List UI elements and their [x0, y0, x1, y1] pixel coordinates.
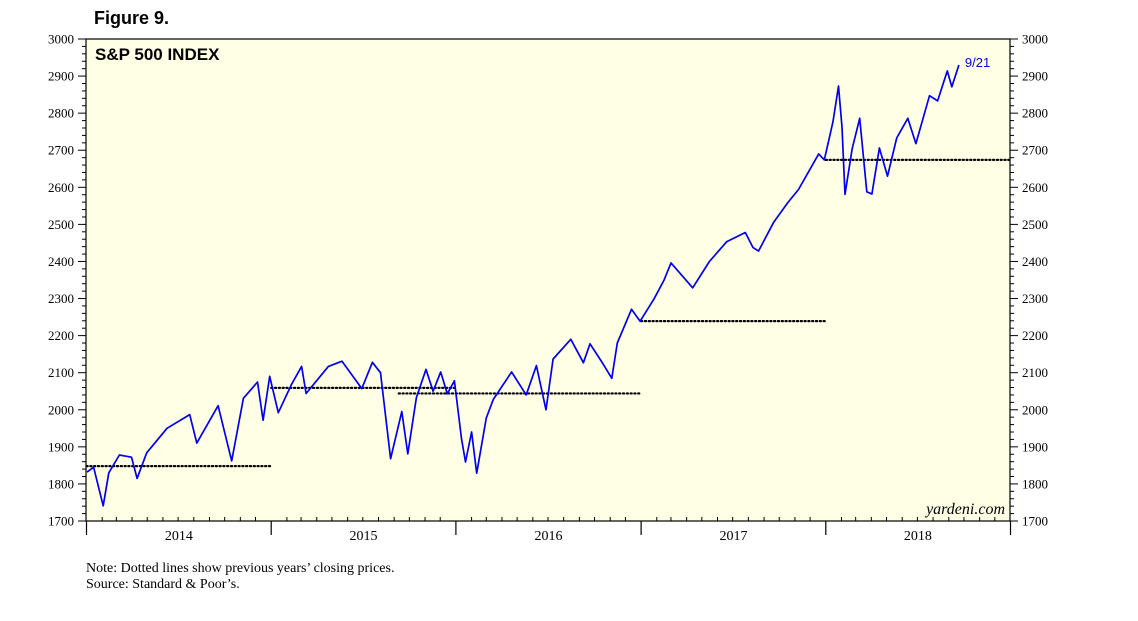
- y-tick-label: 2500: [1022, 217, 1048, 232]
- y-tick-label: 1900: [1022, 439, 1048, 454]
- y-tick-label: 2000: [1022, 402, 1048, 417]
- series-line: [86, 64, 960, 507]
- y-tick-label: 2200: [1022, 328, 1048, 343]
- source-text: Source: Standard & Poor’s.: [86, 577, 240, 592]
- y-tick-label: 2400: [48, 254, 74, 269]
- chart-title: S&P 500 INDEX: [95, 45, 220, 64]
- y-tick-label: 2800: [1022, 106, 1048, 121]
- y-tick-label: 2500: [48, 217, 74, 232]
- x-year-label: 2017: [719, 529, 747, 544]
- note-text: Note: Dotted lines show previous years’ …: [86, 561, 395, 576]
- y-tick-label: 2100: [48, 365, 74, 380]
- y-tick-label: 2300: [1022, 291, 1048, 306]
- x-year-label: 2018: [904, 529, 932, 544]
- reference-lines: [85, 158, 1012, 468]
- y-tick-label: 3000: [48, 32, 74, 47]
- y-tick-label: 2700: [1022, 143, 1048, 158]
- right-y-axis: 1700 1800 1900 2000 2100 2200 2300 2400 2500 2600…: [1010, 32, 1048, 529]
- y-tick-label: 2700: [48, 143, 74, 158]
- figure-label: Figure 9.: [94, 8, 170, 28]
- y-tick-label: 2100: [1022, 365, 1048, 380]
- y-tick-label: 1900: [48, 439, 74, 454]
- last-value-annotation: 9/21: [965, 55, 990, 70]
- plot-area: [85, 38, 1011, 522]
- x-year-label: 2014: [165, 529, 193, 544]
- y-tick-label: 2000: [48, 402, 74, 417]
- left-y-axis: 1700 1800 1900 2000 2100 2200 2300 2400 2500 2600…: [48, 32, 86, 529]
- y-tick-label: 2900: [1022, 69, 1048, 84]
- y-tick-label: 2600: [48, 180, 74, 195]
- x-axis: 2014 2015 2016 2017 2018: [85, 517, 1012, 544]
- x-year-label: 2016: [535, 529, 563, 544]
- y-tick-label: 1800: [48, 476, 74, 491]
- y-tick-label: 2400: [1022, 254, 1048, 269]
- y-tick-label: 2800: [48, 106, 74, 121]
- footnotes: Note: Dotted lines show previous years’ …: [86, 561, 394, 593]
- y-tick-label: 1700: [1022, 514, 1048, 529]
- y-tick-label: 2300: [48, 291, 74, 306]
- y-tick-label: 2200: [48, 328, 74, 343]
- y-tick-label: 2900: [48, 69, 74, 84]
- y-tick-label: 3000: [1022, 32, 1048, 47]
- y-tick-label: 1800: [1022, 476, 1048, 491]
- x-year-label: 2015: [350, 529, 378, 544]
- brand-watermark: yardeni.com: [924, 501, 1005, 518]
- y-tick-label: 2600: [1022, 180, 1048, 195]
- y-tick-label: 1700: [48, 514, 74, 529]
